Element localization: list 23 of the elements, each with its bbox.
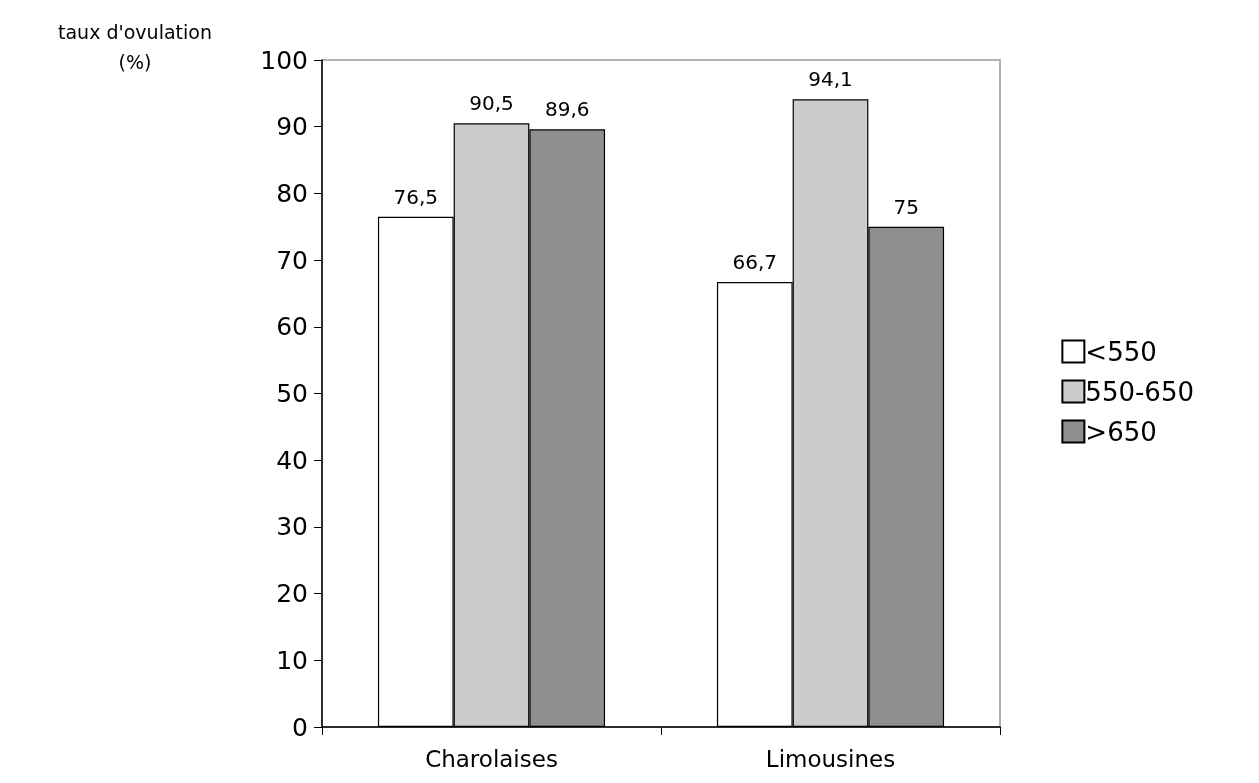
data-label: 76,5 bbox=[393, 184, 439, 209]
y-tick-label: 90 bbox=[276, 112, 308, 142]
y-tick-label: 100 bbox=[260, 45, 308, 75]
legend-label: <550 bbox=[1085, 336, 1157, 367]
data-label: 66,7 bbox=[732, 250, 778, 275]
y-tick-label: 20 bbox=[276, 579, 308, 609]
y-tick-label: 70 bbox=[276, 245, 308, 275]
y-tick-label: 60 bbox=[276, 312, 308, 342]
x-tick-label: Limousines bbox=[765, 745, 896, 772]
y-tick-label: 10 bbox=[276, 645, 308, 675]
legend-label: >650 bbox=[1085, 416, 1157, 447]
y-tick-label: 30 bbox=[276, 512, 308, 542]
y-tick-label: 0 bbox=[292, 712, 308, 742]
data-label: 75 bbox=[893, 194, 919, 219]
data-label: 94,1 bbox=[808, 67, 853, 92]
data-label: 90,5 bbox=[469, 91, 514, 116]
y-axis-title: taux d'ovulation (%) bbox=[58, 21, 212, 73]
data-label: 89,6 bbox=[544, 97, 590, 122]
y-tick-label: 40 bbox=[276, 445, 308, 475]
y-tick-label: 50 bbox=[276, 379, 308, 408]
y-tick-label: 80 bbox=[276, 178, 308, 208]
legend-label: 550-650 bbox=[1085, 376, 1195, 407]
x-tick-label: Charolaises bbox=[425, 745, 558, 772]
